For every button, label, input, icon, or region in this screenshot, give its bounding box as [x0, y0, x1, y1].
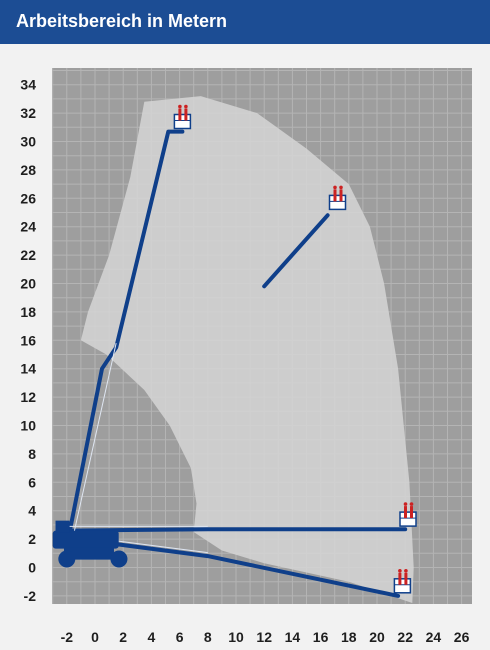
y-tick-label: 20 [20, 276, 36, 292]
y-tick-label: 4 [28, 503, 36, 519]
boom-diagonal [262, 213, 330, 289]
person-head-icon [333, 185, 337, 190]
y-tick-label: 6 [28, 474, 36, 490]
working-envelope [80, 96, 414, 603]
x-tick-label: 8 [204, 629, 212, 645]
turret [55, 520, 70, 533]
x-tick-label: 10 [228, 629, 244, 645]
wheel-rear [110, 550, 128, 568]
person-head-icon [398, 569, 402, 573]
work-basket [328, 185, 347, 211]
x-tick-label: 2 [119, 629, 127, 645]
chart-title: Arbeitsbereich in Metern [16, 11, 228, 31]
basket-frame [393, 578, 412, 594]
work-baskets [173, 104, 417, 594]
person-icon [410, 506, 413, 519]
x-tick-label: 4 [148, 629, 156, 645]
y-tick-label: 28 [20, 162, 36, 178]
y-tick-label: 34 [20, 77, 36, 93]
x-tick-label: 26 [454, 629, 470, 645]
person-head-icon [178, 104, 182, 109]
x-tick-label: 14 [285, 629, 301, 645]
person-icon [398, 572, 402, 585]
x-tick-label: 0 [91, 629, 99, 645]
wheel-front [58, 550, 76, 568]
y-tick-label: 10 [20, 418, 36, 434]
y-tick-label: 0 [28, 560, 36, 576]
basket-frame [173, 113, 192, 130]
x-tick-label: -2 [61, 629, 74, 645]
boom-horizontal [64, 527, 408, 533]
y-tick-label: 24 [20, 219, 36, 235]
y-tick-label: 26 [20, 190, 36, 206]
x-tick-label: 16 [313, 629, 329, 645]
person-icon [404, 506, 407, 519]
person-head-icon [403, 502, 408, 506]
x-tick-labels: -2 0 2 4 6 8 10 12 14 16 18 20 22 24 26 [61, 629, 470, 645]
person-head-icon [409, 502, 414, 506]
person-head-icon [184, 104, 188, 109]
basket-frame [399, 511, 417, 527]
y-tick-label: 22 [20, 247, 36, 263]
x-tick-label: 24 [426, 629, 442, 645]
x-tick-label: 22 [397, 629, 413, 645]
y-tick-label: 32 [20, 105, 36, 121]
y-tick-label: 16 [20, 332, 36, 348]
person-head-icon [339, 185, 343, 190]
x-tick-label: 20 [369, 629, 385, 645]
x-tick-label: 18 [341, 629, 357, 645]
vehicle-body [52, 530, 119, 549]
x-tick-label: 12 [256, 629, 272, 645]
vehicle-chassis [63, 547, 114, 560]
person-icon [333, 189, 337, 202]
work-basket [393, 569, 412, 594]
chart-header: Arbeitsbereich in Metern [0, 0, 490, 44]
boom-highlight [73, 343, 117, 534]
y-tick-label: 30 [20, 134, 36, 150]
y-tick-label: -2 [24, 588, 37, 604]
x-tick-label: 6 [176, 629, 184, 645]
person-icon [404, 572, 408, 585]
vehicle-base [52, 520, 128, 568]
work-basket [173, 104, 192, 130]
y-tick-label: 18 [20, 304, 36, 320]
basket-frame [328, 194, 347, 211]
y-tick-label: 14 [20, 361, 36, 377]
person-head-icon [404, 569, 408, 573]
person-icon [339, 189, 343, 202]
person-icon [178, 108, 182, 121]
person-icon [184, 108, 188, 121]
work-basket [399, 502, 417, 527]
y-tick-label: 12 [20, 389, 36, 405]
y-tick-label: 2 [28, 531, 36, 547]
y-tick-label: 8 [28, 446, 36, 462]
